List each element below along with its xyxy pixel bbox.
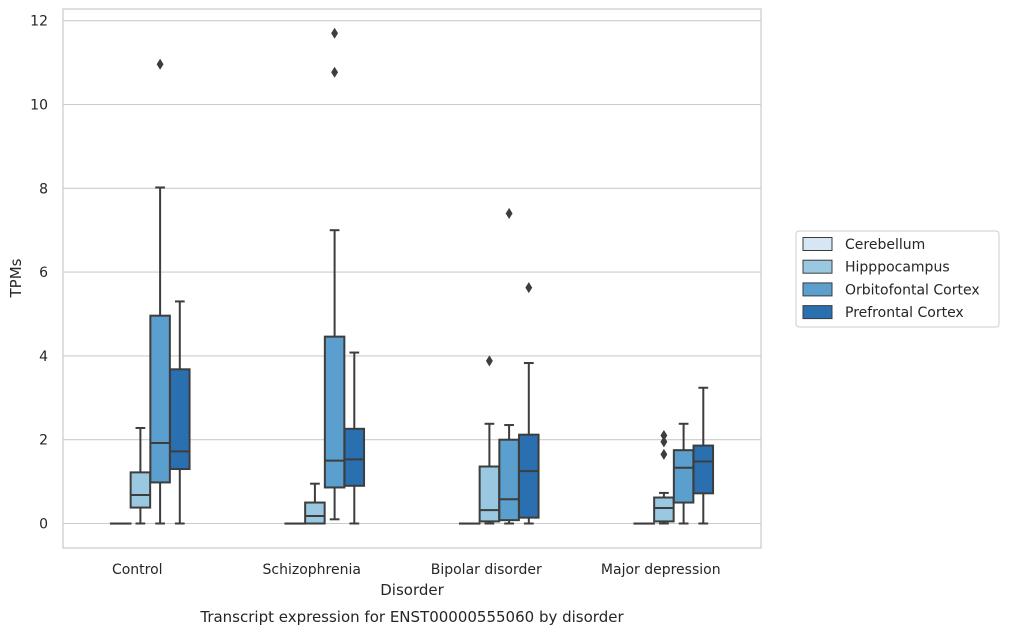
box [149, 58, 171, 525]
y-axis-label: TPMs [7, 258, 25, 298]
legend-swatch [802, 237, 833, 251]
plot-area-frame [62, 8, 762, 549]
box-body [672, 449, 695, 504]
legend-items: Cerebellum Hipppocampus Orbitofontal Corte… [802, 237, 980, 321]
box-body [518, 433, 540, 519]
chart-caption: Transcript expression for ENST0000055506… [199, 608, 624, 626]
box-group [109, 58, 191, 525]
box-body [304, 501, 326, 525]
y-tick-labels: 0 2 4 6 8 10 12 [30, 14, 48, 533]
box [129, 426, 152, 525]
box-body [323, 335, 346, 489]
box [343, 351, 366, 525]
box-body [169, 368, 191, 471]
box-body [692, 444, 715, 495]
x-tick-labels: Control Schizophrenia Bipolar disorder Majo… [112, 562, 721, 578]
y-tick-label: 6 [39, 265, 48, 281]
outlier-point [485, 355, 493, 367]
legend-item: Hipppocampus [802, 259, 950, 276]
legend-item: Cerebellum [802, 237, 925, 253]
box [672, 422, 695, 525]
box-body [478, 465, 501, 523]
legend-swatch [802, 305, 833, 320]
legend-label: Prefrontal Cortex [845, 305, 964, 321]
outlier-point [331, 27, 339, 39]
x-tick-label: Control [112, 562, 163, 578]
box [653, 429, 675, 525]
box-group [633, 386, 715, 525]
outlier-point [525, 282, 533, 294]
y-tick-label: 10 [30, 98, 48, 114]
box [498, 207, 520, 525]
legend-swatch [802, 282, 833, 297]
outlier-point [156, 58, 164, 70]
x-tick-label: Major depression [601, 562, 721, 578]
y-tick-label: 8 [39, 181, 48, 197]
box-body [343, 427, 366, 487]
legend-frame [795, 230, 1000, 328]
legend: Cerebellum Hipppocampus Orbitofontal Corte… [795, 230, 1000, 328]
outlier-point [660, 436, 668, 448]
box [169, 300, 191, 525]
legend-label: Hipppocampus [845, 260, 950, 276]
box-body [653, 496, 675, 523]
box-plot-groups [109, 27, 715, 525]
legend-label: Cerebellum [845, 237, 925, 253]
x-axis-label: Disorder [380, 581, 444, 599]
box [304, 482, 326, 525]
box [323, 27, 346, 521]
outlier-point [660, 429, 668, 442]
box [692, 386, 715, 525]
box-group [458, 207, 540, 525]
box [518, 282, 540, 525]
box-body [149, 314, 171, 484]
y-tick-label: 0 [39, 517, 48, 533]
legend-item: Prefrontal Cortex [802, 305, 964, 321]
outlier-point [505, 207, 513, 219]
outlier-point [331, 66, 339, 78]
legend-item: Orbitofontal Cortex [802, 282, 980, 298]
y-tick-label: 2 [39, 433, 48, 449]
y-tick-label: 12 [30, 14, 48, 30]
box-body [498, 438, 520, 522]
x-tick-label: Schizophrenia [263, 562, 361, 578]
legend-swatch [802, 259, 833, 274]
legend-label: Orbitofontal Cortex [845, 282, 980, 298]
x-tick-label: Bipolar disorder [431, 562, 542, 578]
box-group [284, 27, 366, 525]
outlier-point [660, 448, 668, 460]
y-tick-label: 4 [39, 349, 48, 365]
box-body [129, 471, 152, 509]
